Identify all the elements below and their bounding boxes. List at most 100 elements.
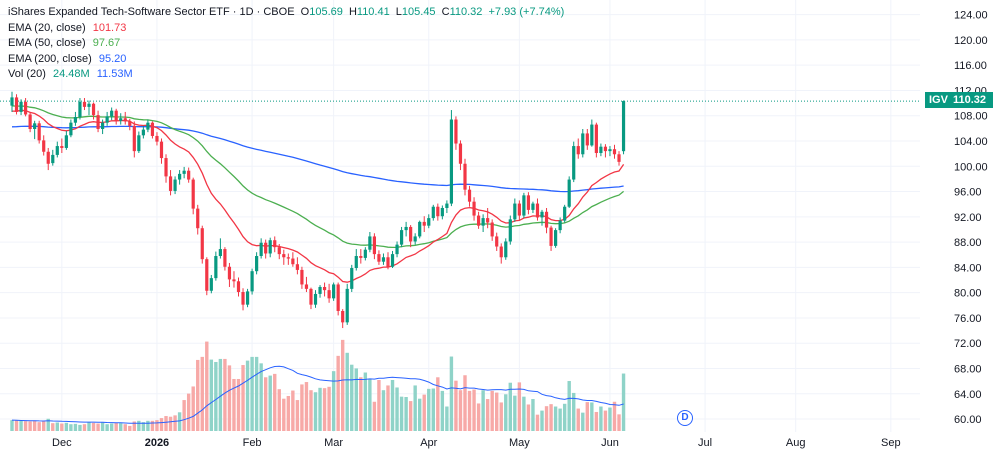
candle-body	[458, 143, 463, 164]
candle-body	[409, 226, 413, 242]
volume-bar	[191, 386, 195, 431]
time-tick-label: 2026	[145, 437, 169, 449]
low-number: 105.45	[401, 6, 436, 18]
candle-body	[241, 292, 245, 305]
price-axis[interactable]: 124.00120.00116.00112.00108.00104.00100.…	[954, 10, 988, 426]
candle-body	[42, 140, 46, 152]
volume-bar	[454, 380, 458, 431]
candle-body	[264, 242, 268, 254]
volume-bar	[164, 416, 168, 431]
volume-bar	[381, 390, 386, 431]
time-axis[interactable]: Dec 2026 Feb Mar Apr May Jun Jul Aug Sep	[52, 437, 901, 449]
volume-ma-line	[11, 365, 624, 424]
candle-body	[60, 146, 64, 148]
volume-bar	[508, 382, 512, 431]
candle-body	[531, 203, 535, 210]
volume-bar	[490, 390, 494, 431]
volume-bar	[155, 420, 159, 431]
candle-body	[218, 249, 222, 257]
time-tick-label: Sep	[881, 437, 901, 449]
volume-bar	[263, 377, 268, 431]
volume-bar	[599, 406, 603, 431]
volume-bar	[218, 358, 223, 431]
volume-bar	[109, 423, 114, 431]
volume-bar	[504, 394, 508, 431]
volume-bar	[182, 400, 186, 431]
candle-body	[14, 97, 19, 112]
candle-body	[404, 226, 408, 231]
volume-bar	[87, 422, 91, 431]
time-tick-label: Mar	[324, 437, 343, 449]
volume-bar	[177, 412, 182, 431]
volume-bar	[567, 381, 571, 431]
candle-body	[558, 220, 562, 231]
volume-bar	[186, 393, 191, 431]
candle-body	[345, 288, 349, 323]
volume-bar	[386, 385, 390, 431]
candle-body	[132, 125, 136, 152]
volume-bar	[472, 389, 476, 431]
volume-bar	[363, 372, 368, 431]
last-price-badge: 110.32	[949, 92, 993, 108]
volume-bar	[603, 410, 608, 431]
symbol-title[interactable]: iShares Expanded Tech-Software Sector ET…	[8, 6, 295, 18]
candle-body	[205, 259, 209, 291]
candle-body	[463, 163, 467, 190]
candle-body	[273, 240, 277, 248]
candle-body	[612, 149, 617, 155]
candle-body	[105, 116, 109, 123]
candle-body	[286, 257, 290, 259]
volume-legend[interactable]: Vol (20) 24.48M 11.53M	[8, 67, 567, 83]
candle-body	[431, 206, 435, 219]
volume-bar	[55, 422, 59, 431]
candle-body	[413, 236, 417, 242]
volume-bar	[196, 359, 200, 431]
volume-bar	[173, 415, 177, 431]
volume-bar	[123, 424, 127, 431]
price-tick-label: 120.00	[954, 35, 988, 47]
volume-bar	[96, 423, 100, 431]
candle-body	[454, 119, 458, 144]
volume-bar	[581, 412, 585, 431]
volume-bar	[209, 359, 214, 431]
candle-body	[599, 146, 603, 154]
ema20-legend[interactable]: EMA (20, close) 101.73	[8, 21, 567, 37]
ema200-line	[11, 125, 624, 193]
ema200-legend[interactable]: EMA (200, close) 95.20	[8, 52, 567, 68]
volume-bar	[336, 355, 340, 431]
candle-body	[449, 119, 454, 204]
candle-body	[82, 101, 87, 107]
volume-bar	[200, 356, 204, 431]
candle-body	[313, 293, 318, 305]
volume-bar	[268, 375, 272, 431]
candle-body	[227, 266, 232, 280]
candle-body	[467, 189, 472, 202]
ema20-line	[11, 109, 625, 283]
volume-bar	[82, 424, 87, 431]
candle-body	[490, 222, 494, 237]
volume-bar	[368, 379, 372, 431]
volume-bar	[377, 380, 381, 431]
ema50-legend[interactable]: EMA (50, close) 97.67	[8, 36, 567, 52]
price-tick-label: 60.00	[954, 414, 982, 426]
candle-body	[96, 115, 100, 130]
time-tick-label: May	[509, 437, 530, 449]
candle-body	[395, 244, 399, 255]
volume-bar	[399, 396, 404, 431]
candle-body	[590, 124, 594, 146]
candle-body	[585, 133, 589, 146]
candle-body	[567, 179, 571, 207]
candle-body	[46, 151, 50, 164]
price-tick-label: 84.00	[954, 262, 982, 274]
candle-body	[155, 135, 159, 142]
volume-bar	[445, 406, 449, 431]
price-tick-label: 88.00	[954, 237, 982, 249]
candle-body	[381, 257, 386, 262]
candle-body	[78, 101, 82, 117]
candle-body	[168, 176, 173, 191]
volume-bar	[60, 423, 64, 431]
dividend-event-marker[interactable]: D	[677, 410, 693, 426]
volume-bar	[286, 395, 291, 431]
candle-body	[114, 110, 118, 121]
